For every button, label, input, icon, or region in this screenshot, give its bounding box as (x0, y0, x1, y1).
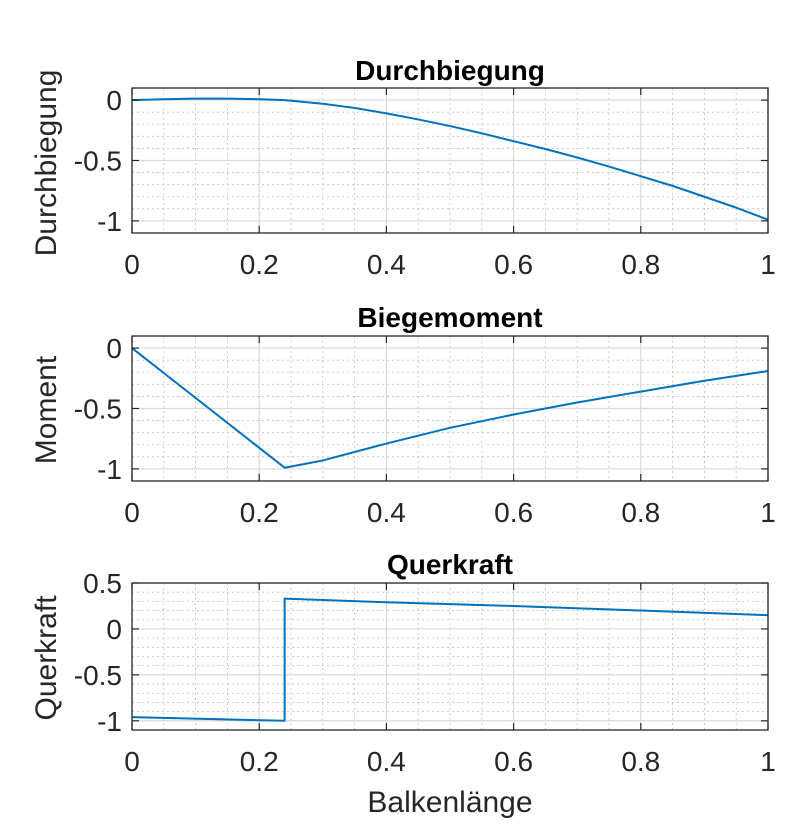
x-tick-label: 0.2 (240, 746, 279, 777)
x-tick-label: 0.4 (367, 497, 406, 528)
x-tick-label: 1 (760, 746, 776, 777)
y-tick-label: -1 (97, 706, 122, 737)
y-tick-label: 0 (106, 614, 122, 645)
y-tick-label: -0.5 (74, 394, 122, 425)
y-tick-label: -1 (97, 454, 122, 485)
x-tick-label: 0.4 (367, 249, 406, 280)
chart-title: Biegemoment (357, 302, 542, 333)
plot-area: 0 0.2 0.4 0.6 0.8 1 -1 -0.5 0 0.5 (74, 568, 776, 777)
x-tick-label: 0.6 (494, 249, 533, 280)
x-tick-label: 0.6 (494, 497, 533, 528)
y-tick-label: -1 (97, 206, 122, 237)
x-tick-label: 0 (124, 497, 140, 528)
x-tick-label: 1 (760, 249, 776, 280)
y-tick-label: -0.5 (74, 660, 122, 691)
x-tick-label: 0.2 (240, 249, 279, 280)
y-axis-label: Durchbiegung (30, 70, 63, 257)
x-tick-label: 0 (124, 249, 140, 280)
series-line (131, 597, 769, 722)
x-tick-label: 0.2 (240, 497, 279, 528)
subplot-durchbiegung: 0 0.2 0.4 0.6 0.8 1 -1 -0.5 0 Durchbiegung Durch… (30, 55, 776, 280)
y-tick-label: 0.5 (83, 568, 122, 599)
subplot-biegemoment: 0 0.2 0.4 0.6 0.8 1 -1 -0.5 0 Biegemoment Moment (30, 302, 776, 528)
plot-area: 0 0.2 0.4 0.6 0.8 1 -1 -0.5 0 (74, 333, 776, 528)
y-tick-label: 0 (106, 333, 122, 364)
y-axis-label: Querkraft (30, 595, 63, 721)
y-tick-label: 0 (106, 85, 122, 116)
x-tick-label: 0 (124, 746, 140, 777)
x-tick-label: 1 (760, 497, 776, 528)
x-tick-label: 0.8 (621, 249, 660, 280)
chart-title: Durchbiegung (355, 55, 545, 86)
axes-box (131, 582, 769, 731)
series-line (131, 97, 769, 221)
plot-area: 0 0.2 0.4 0.6 0.8 1 -1 -0.5 0 (74, 85, 776, 280)
x-axis-label: Balkenlänge (367, 786, 532, 819)
x-tick-label: 0.8 (621, 746, 660, 777)
x-tick-label: 0.4 (367, 746, 406, 777)
y-axis-label: Moment (30, 355, 63, 464)
x-tick-label: 0.6 (494, 746, 533, 777)
y-tick-label: -0.5 (74, 146, 122, 177)
x-tick-label: 0.8 (621, 497, 660, 528)
chart-title: Querkraft (387, 549, 513, 580)
subplot-querkraft: 0 0.2 0.4 0.6 0.8 1 -1 -0.5 0 0.5 Querkraft Querk… (30, 549, 776, 819)
series-line (131, 347, 769, 469)
